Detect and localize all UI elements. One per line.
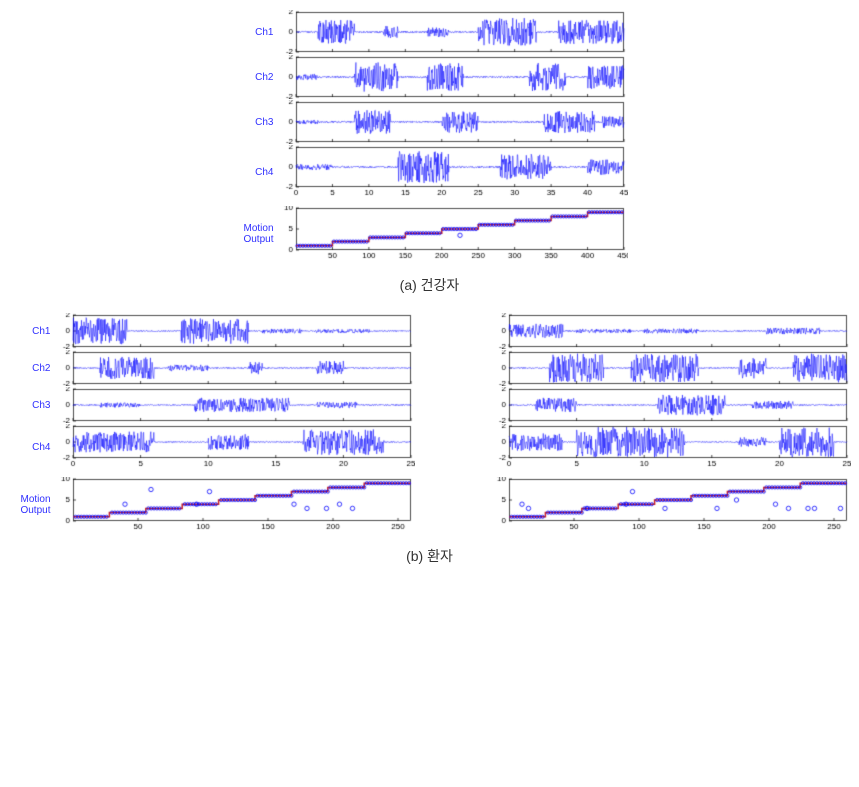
motion-row (445, 477, 851, 533)
channel-label: Ch1 (232, 27, 278, 38)
signal-chart (55, 424, 415, 470)
signal-chart (491, 424, 851, 470)
signal-chart (55, 350, 415, 386)
signal-row: Ch1 (232, 10, 628, 54)
signal-chart (278, 145, 628, 199)
motion-label: MotionOutput (232, 223, 278, 245)
panel-b-row: Ch1 Ch2 Ch3 Ch4 MotionOutput (9, 313, 851, 534)
signal-row: Ch1 (9, 313, 415, 349)
panel-b-column: Ch1 Ch2 Ch3 Ch4 MotionOutput (9, 313, 415, 534)
signal-row (445, 387, 851, 423)
signal-chart (55, 387, 415, 423)
caption-b: (b) 환자 (406, 546, 453, 566)
channel-label: Ch4 (9, 442, 55, 453)
motion-row: MotionOutput (232, 206, 628, 262)
signal-row: Ch3 (232, 100, 628, 144)
figure-a: Ch1 Ch2 Ch3 Ch4 MotionOutput (a) 건강자 (10, 10, 849, 313)
signal-row: Ch2 (9, 350, 415, 386)
panel-a-column: Ch1 Ch2 Ch3 Ch4 MotionOutput (232, 10, 628, 263)
channel-label: Ch3 (232, 117, 278, 128)
motion-chart (491, 477, 851, 533)
channel-label: Ch3 (9, 400, 55, 411)
signal-row: Ch4 (232, 145, 628, 199)
figure-b: Ch1 Ch2 Ch3 Ch4 MotionOutput (b) 환자 (10, 313, 849, 584)
channel-label: Ch4 (232, 167, 278, 178)
motion-chart (278, 206, 628, 262)
signal-chart (55, 313, 415, 349)
signal-row: Ch4 (9, 424, 415, 470)
signal-row: Ch2 (232, 55, 628, 99)
motion-row: MotionOutput (9, 477, 415, 533)
signal-row (445, 350, 851, 386)
channel-label: Ch2 (232, 72, 278, 83)
signal-chart (278, 100, 628, 144)
signal-row (445, 313, 851, 349)
signal-chart (491, 313, 851, 349)
caption-a: (a) 건강자 (400, 275, 460, 295)
channel-label: Ch1 (9, 326, 55, 337)
signal-row: Ch3 (9, 387, 415, 423)
signal-chart (278, 10, 628, 54)
channel-label: Ch2 (9, 363, 55, 374)
signal-chart (278, 55, 628, 99)
panel-b-column (445, 313, 851, 534)
signal-chart (491, 350, 851, 386)
signal-row (445, 424, 851, 470)
motion-chart (55, 477, 415, 533)
signal-chart (491, 387, 851, 423)
motion-label: MotionOutput (9, 494, 55, 516)
